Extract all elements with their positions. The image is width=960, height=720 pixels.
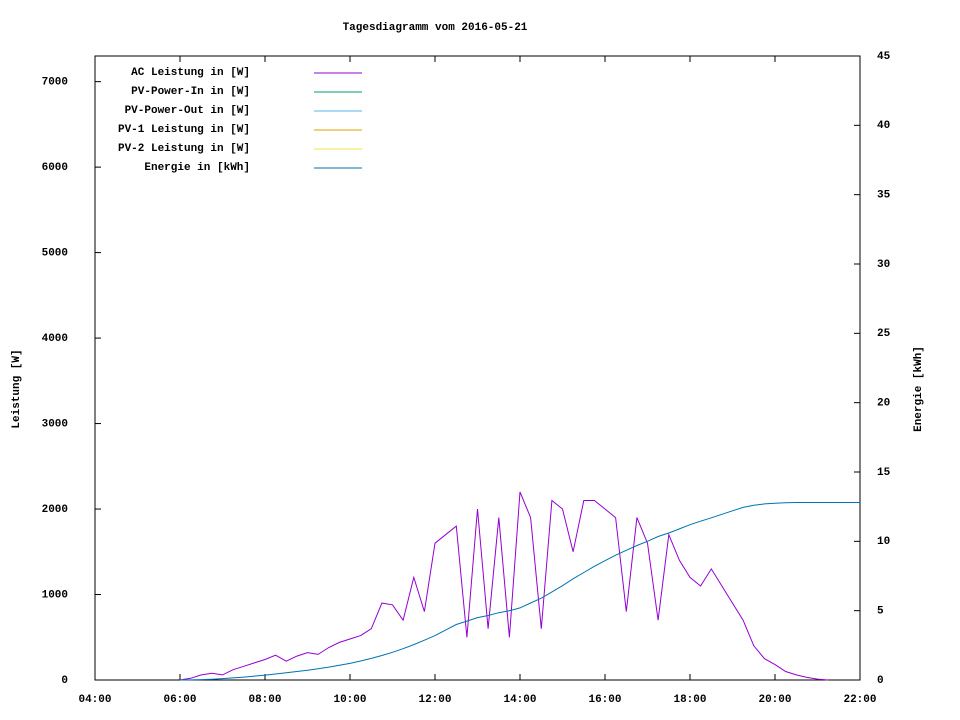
legend-label: PV-Power-In in [W]: [131, 86, 250, 98]
y-tick-label: 3000: [42, 418, 68, 430]
y-tick-label: 0: [61, 675, 68, 687]
y2-tick-label: 30: [877, 259, 890, 271]
y2-tick-label: 10: [877, 536, 890, 548]
x-tick-label: 04:00: [78, 694, 111, 706]
legend-label: PV-Power-Out in [W]: [125, 105, 250, 117]
chart-title: Tagesdiagramm vom 2016-05-21: [343, 22, 528, 34]
legend-label: PV-2 Leistung in [W]: [118, 143, 250, 155]
x-tick-label: 06:00: [163, 694, 196, 706]
series-line: [179, 502, 860, 681]
y2-tick-label: 35: [877, 190, 891, 202]
x-tick-label: 10:00: [333, 694, 366, 706]
x-tick-label: 22:00: [843, 694, 876, 706]
plot-frame: [94, 55, 861, 681]
y2-tick-label: 45: [877, 51, 891, 63]
x-tick-label: 16:00: [588, 694, 621, 706]
y2-tick-label: 5: [877, 606, 884, 618]
legend-label: PV-1 Leistung in [W]: [118, 124, 250, 136]
y2-axis-label: Energie [kWh]: [913, 346, 925, 432]
y-axis-label: Leistung [W]: [11, 349, 23, 428]
y-tick-label: 7000: [42, 77, 68, 89]
y-tick-label: 1000: [42, 589, 68, 601]
x-tick-label: 12:00: [418, 694, 451, 706]
x-tick-label: 08:00: [248, 694, 281, 706]
series-line: [179, 491, 829, 681]
x-tick-label: 20:00: [758, 694, 791, 706]
x-tick-label: 18:00: [673, 694, 706, 706]
y2-tick-label: 25: [877, 328, 891, 340]
y2-tick-label: 15: [877, 467, 891, 479]
legend-label: Energie in [kWh]: [144, 162, 250, 174]
y-tick-label: 2000: [42, 504, 68, 516]
y-tick-label: 4000: [42, 333, 68, 345]
y2-tick-label: 40: [877, 120, 890, 132]
x-tick-label: 14:00: [503, 694, 536, 706]
y-tick-label: 6000: [42, 162, 68, 174]
y-tick-label: 5000: [42, 248, 68, 260]
y2-tick-label: 20: [877, 398, 890, 410]
legend-label: AC Leistung in [W]: [131, 67, 250, 79]
y2-tick-label: 0: [877, 675, 884, 687]
